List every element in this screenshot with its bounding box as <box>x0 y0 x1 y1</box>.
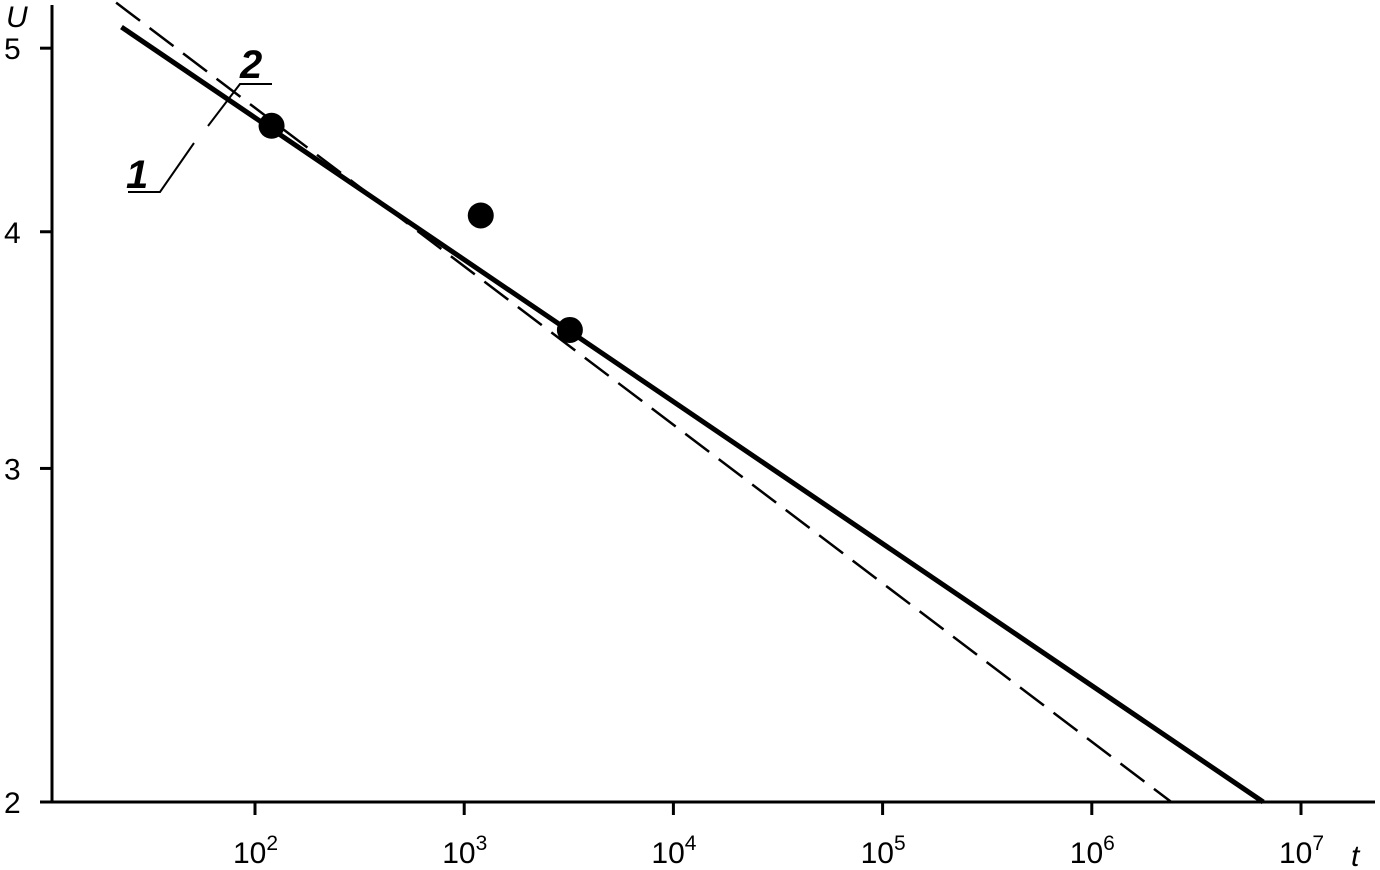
x-tick-exponent: 7 <box>1312 832 1324 855</box>
series-2-leader-line <box>207 83 272 127</box>
series-labels: 12 <box>126 43 272 197</box>
x-tick-base: 10 <box>651 837 684 870</box>
x-tick-label: 107 <box>1279 832 1324 870</box>
y-tick-label: 3 <box>4 453 21 486</box>
data-point <box>258 112 285 139</box>
x-tick-label: 104 <box>651 832 696 870</box>
axes <box>50 5 1375 804</box>
y-tick-label: 5 <box>4 33 21 66</box>
x-tick-base: 10 <box>1070 837 1103 870</box>
data-point <box>467 202 494 229</box>
series-2-line <box>110 0 1173 803</box>
series-2-label: 2 <box>239 43 262 87</box>
x-tick-label: 103 <box>442 832 487 870</box>
x-tick-exponent: 3 <box>476 832 488 855</box>
x-tick-exponent: 2 <box>266 832 278 855</box>
data-point <box>556 316 583 343</box>
x-tick-exponent: 5 <box>894 832 906 855</box>
x-tick-base: 10 <box>442 837 475 870</box>
x-tick-exponent: 6 <box>1103 832 1115 855</box>
series-1-line <box>120 24 1265 805</box>
series-lines <box>110 0 1265 805</box>
x-tick-label: 105 <box>861 832 906 870</box>
x-tick-base: 10 <box>1279 837 1312 870</box>
series-1-leader-line <box>128 142 195 193</box>
x-axis-title: t <box>1351 840 1361 870</box>
series-1-label: 1 <box>126 153 148 197</box>
y-tick-label: 2 <box>4 787 21 820</box>
data-points <box>258 112 583 343</box>
y-axis-title: U <box>6 1 28 34</box>
x-tick-exponent: 4 <box>685 832 697 855</box>
y-tick-label: 4 <box>4 217 21 250</box>
x-tick-base: 10 <box>233 837 266 870</box>
x-tick-label: 102 <box>233 832 278 870</box>
x-tick-base: 10 <box>861 837 894 870</box>
x-tick-label: 106 <box>1070 832 1115 870</box>
